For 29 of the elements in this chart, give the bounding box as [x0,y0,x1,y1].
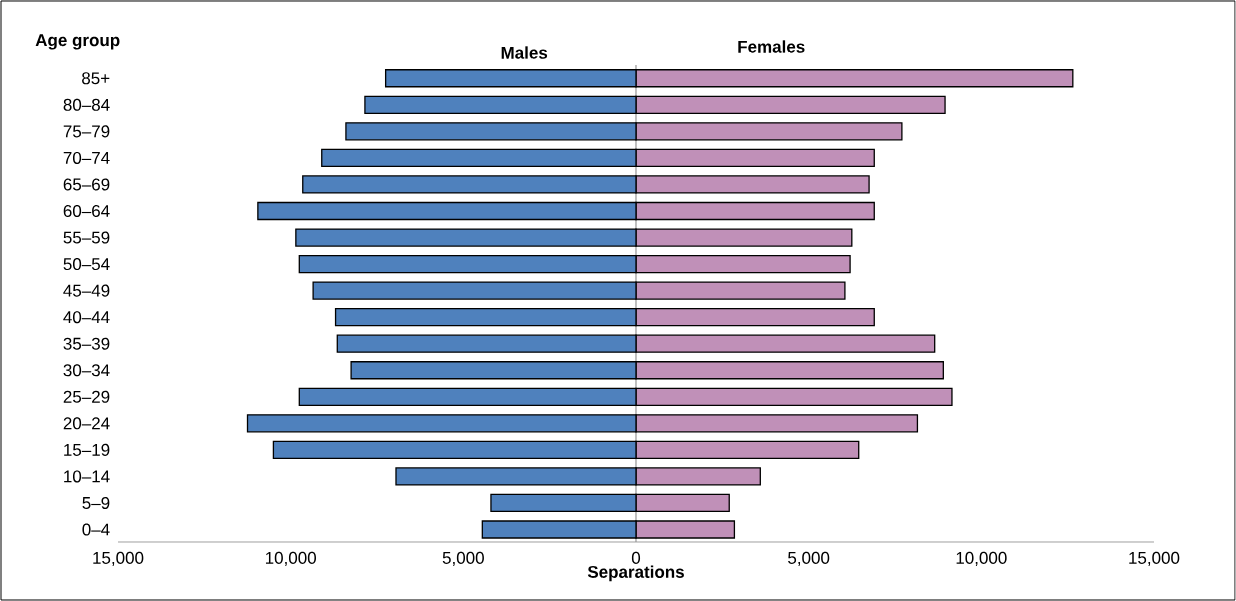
y-tick-label: 50–54 [63,258,110,271]
y-tick-label: 75–79 [63,125,110,138]
y-tick-label: 80–84 [63,98,110,111]
x-tick-label: 15,000 [93,551,144,566]
y-tick-label: 55–59 [63,231,110,244]
y-tick-label: 60–64 [63,204,110,218]
y-tick-label: 30–34 [63,364,110,377]
x-tick-label: 10,000 [265,551,316,566]
x-tick-label: 5,000 [442,551,484,566]
y-tick-label: 65–69 [63,178,110,191]
y-tick-label: 35–39 [63,337,110,350]
y-tick-label: 45–49 [63,284,110,297]
series-label: Males [501,46,548,59]
x-tick-label: 5,000 [788,551,830,566]
y-tick-label: 85+ [82,72,110,85]
x-tick-label: 15,000 [1129,551,1180,566]
x-tick-label: 0 [631,551,641,564]
y-tick-label: 5–9 [82,496,110,509]
x-axis-title: Separations [587,565,684,582]
series-label: Females [738,40,805,53]
y-axis-title: Age group [35,34,120,50]
y-tick-label: 25–29 [63,390,110,403]
y-tick-label: 10–14 [64,470,110,483]
y-tick-label: 20–24 [63,417,110,430]
y-tick-label: 0–4 [82,523,110,536]
x-tick-label: 10,000 [956,551,1007,566]
y-tick-label: 70–74 [63,151,110,164]
y-tick-label: 40–44 [63,311,110,324]
y-tick-label: 15–19 [64,443,110,456]
